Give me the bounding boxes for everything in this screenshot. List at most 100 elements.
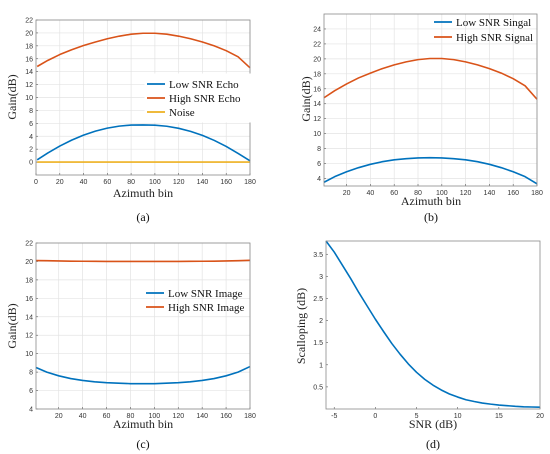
x-tick-label: 180 bbox=[244, 179, 256, 186]
y-tick-label: 20 bbox=[313, 56, 321, 63]
x-tick-label: 80 bbox=[414, 190, 422, 197]
x-tick-label: 20 bbox=[343, 190, 351, 197]
y-tick-label: 12 bbox=[25, 82, 33, 89]
x-tick-label: 5 bbox=[415, 413, 419, 420]
plot-frame bbox=[35, 242, 251, 410]
plot-area bbox=[36, 243, 250, 409]
y-tick-label: 6 bbox=[29, 121, 33, 128]
y-tick-label: 8 bbox=[29, 108, 33, 115]
x-tick-label: 180 bbox=[531, 190, 543, 197]
y-tick-label: 1 bbox=[319, 362, 323, 369]
series-line-2 bbox=[323, 57, 538, 100]
legend-label: High SNR Echo bbox=[169, 93, 241, 105]
x-tick-label: 0 bbox=[34, 179, 38, 186]
x-tick-label: 140 bbox=[197, 179, 209, 186]
y-tick-label: 16 bbox=[25, 56, 33, 63]
x-tick-label: 120 bbox=[460, 190, 472, 197]
x-axis-title: Azimuth bin bbox=[113, 417, 173, 431]
y-tick-label: 12 bbox=[25, 333, 33, 340]
series-line-1 bbox=[35, 365, 251, 385]
y-tick-label: 22 bbox=[313, 41, 321, 48]
chart-panel-3: 20 40 60 80 100 120 140 160 180 4 6 8 10 12 14 16 18 20 22… bbox=[5, 241, 256, 452]
x-tick-label: 160 bbox=[507, 190, 519, 197]
chart-panel-4: -5 0 5 10 15 20 0.5 1 1.5 2 2.5 3 3.5 SNR (dB) Scallop… bbox=[294, 240, 544, 451]
panel-label: (c) bbox=[136, 437, 149, 451]
series-line-1 bbox=[323, 156, 538, 185]
y-tick-label: 18 bbox=[25, 43, 33, 50]
y-tick-label: 12 bbox=[313, 116, 321, 123]
y-tick-label: 10 bbox=[313, 131, 321, 138]
legend: Low SNR Echo High SNR Echo Noise bbox=[144, 73, 254, 123]
y-tick-label: 0.5 bbox=[313, 384, 323, 391]
x-tick-label: 100 bbox=[149, 179, 161, 186]
x-tick-label: 0 bbox=[373, 413, 377, 420]
y-tick-label: 8 bbox=[317, 146, 321, 153]
plot-frame bbox=[325, 240, 541, 410]
x-tick-label: 120 bbox=[173, 179, 185, 186]
x-tick-label: 10 bbox=[454, 413, 462, 420]
y-tick-label: 14 bbox=[313, 101, 321, 108]
x-axis-title: Azimuth bin bbox=[113, 186, 173, 200]
series-line-2 bbox=[36, 32, 251, 69]
y-tick-label: 0 bbox=[29, 160, 33, 167]
x-tick-label: 140 bbox=[484, 190, 496, 197]
series-line-1 bbox=[325, 240, 541, 409]
x-tick-label: 60 bbox=[103, 179, 111, 186]
y-tick-label: 16 bbox=[25, 296, 33, 303]
y-tick-label: 10 bbox=[25, 95, 33, 102]
x-tick-label: 120 bbox=[172, 413, 184, 420]
y-axis-title: Gain(dB) bbox=[5, 303, 19, 348]
y-tick-label: 3 bbox=[319, 274, 323, 281]
chart-panel-1: 0 20 40 60 80 100 120 140 160 180 0 2 4 6 8 10 12 14 16 18 2… bbox=[5, 18, 256, 225]
y-tick-label: 6 bbox=[317, 161, 321, 168]
y-tick-label: 14 bbox=[25, 69, 33, 76]
y-tick-label: 6 bbox=[29, 388, 33, 395]
panel-label: (a) bbox=[136, 210, 149, 224]
x-tick-label: -5 bbox=[331, 413, 337, 420]
legend-label: Low SNR Image bbox=[168, 288, 243, 300]
x-tick-label: 100 bbox=[149, 413, 161, 420]
y-tick-label: 20 bbox=[25, 30, 33, 37]
x-tick-label: 40 bbox=[79, 413, 87, 420]
series-line-2 bbox=[35, 259, 251, 263]
y-tick-label: 4 bbox=[29, 134, 33, 141]
x-tick-label: 60 bbox=[103, 413, 111, 420]
y-tick-label: 22 bbox=[25, 241, 33, 248]
y-tick-label: 3.5 bbox=[313, 252, 323, 259]
y-tick-label: 18 bbox=[25, 277, 33, 284]
y-tick-label: 2 bbox=[29, 147, 33, 154]
y-tick-label: 4 bbox=[317, 176, 321, 183]
legend-label: Noise bbox=[169, 107, 195, 119]
y-tick-label: 16 bbox=[313, 86, 321, 93]
y-tick-label: 4 bbox=[29, 407, 33, 414]
x-tick-label: 40 bbox=[367, 190, 375, 197]
legend-label: High SNR Image bbox=[168, 302, 245, 314]
y-axis-title: Gain(dB) bbox=[5, 74, 19, 119]
y-tick-label: 8 bbox=[29, 370, 33, 377]
x-tick-label: 140 bbox=[196, 413, 208, 420]
x-tick-label: 20 bbox=[536, 413, 544, 420]
x-tick-label: 20 bbox=[56, 179, 64, 186]
plot-frame bbox=[323, 13, 538, 187]
x-axis-title: SNR (dB) bbox=[409, 417, 457, 431]
y-axis-title: Scalloping (dB) bbox=[294, 288, 308, 364]
legend-label: Low SNR Echo bbox=[169, 79, 239, 91]
x-tick-label: 160 bbox=[220, 179, 232, 186]
x-axis-title: Azimuth bin bbox=[401, 194, 461, 208]
legend-label: Low SNR Singal bbox=[456, 17, 531, 29]
y-tick-label: 2.5 bbox=[313, 296, 323, 303]
x-tick-label: 180 bbox=[244, 413, 256, 420]
x-tick-label: 20 bbox=[55, 413, 63, 420]
plot-area bbox=[326, 241, 540, 409]
y-tick-label: 18 bbox=[313, 71, 321, 78]
legend: Low SNR Image High SNR Image bbox=[146, 288, 245, 314]
y-tick-label: 24 bbox=[313, 26, 321, 33]
legend-label: High SNR Signal bbox=[456, 32, 533, 44]
panel-label: (b) bbox=[424, 210, 438, 224]
y-tick-label: 1.5 bbox=[313, 340, 323, 347]
x-tick-label: 80 bbox=[127, 413, 135, 420]
y-tick-label: 2 bbox=[319, 318, 323, 325]
x-tick-label: 40 bbox=[80, 179, 88, 186]
legend: Low SNR Singal High SNR Signal bbox=[434, 17, 533, 44]
